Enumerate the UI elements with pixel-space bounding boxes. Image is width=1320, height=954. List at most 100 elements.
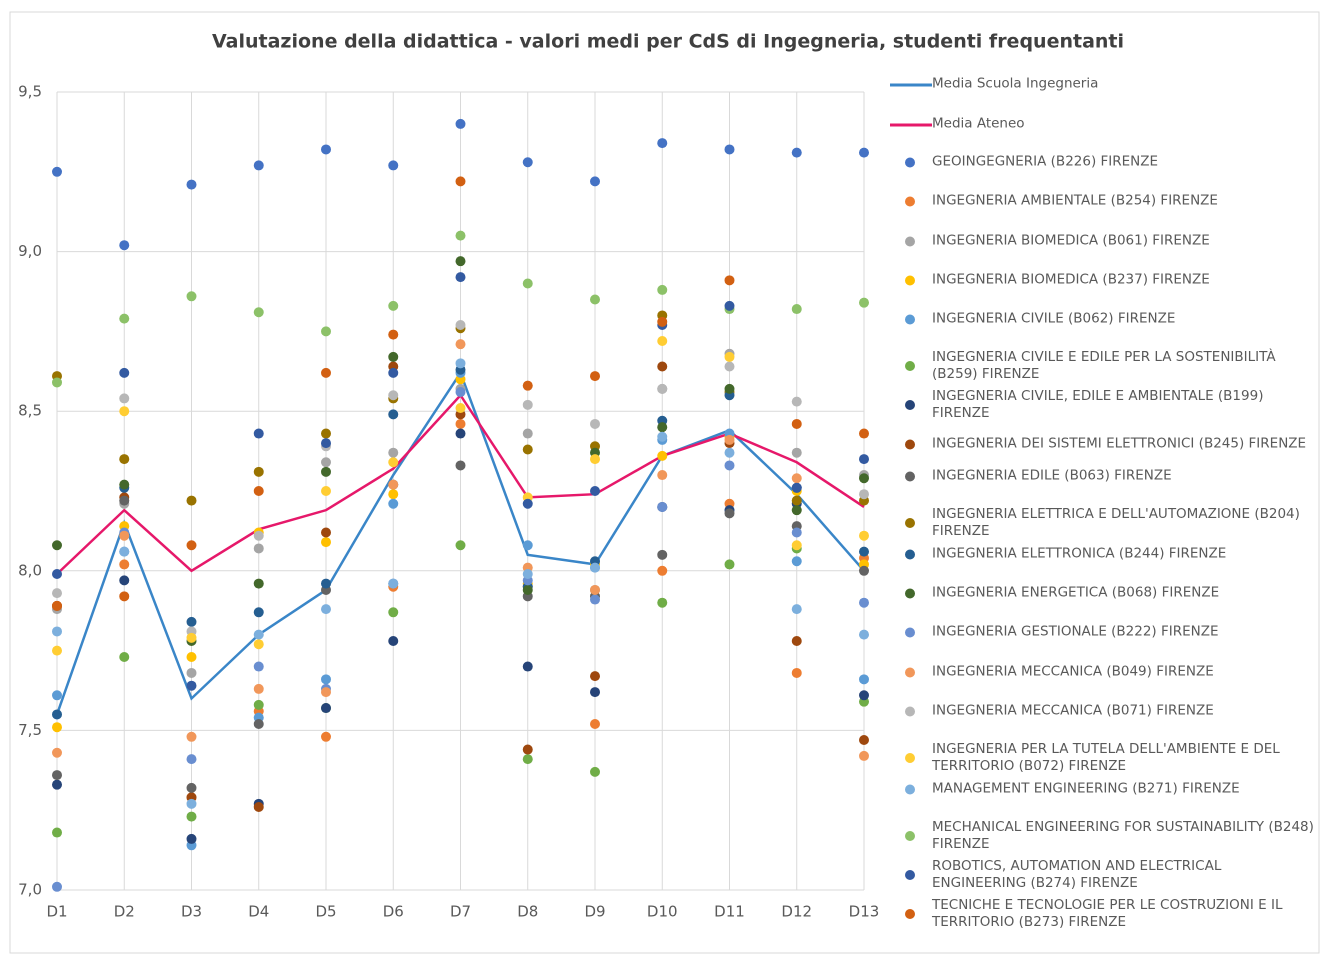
legend-label: INGEGNERIA PER LA TUTELA DELL'AMBIENTE E… bbox=[932, 741, 1280, 774]
scatter-point bbox=[657, 549, 668, 560]
scatter-point bbox=[590, 486, 600, 496]
scatter-point bbox=[388, 479, 399, 490]
legend-item: INGEGNERIA DEI SISTEMI ELETTRONICI (B245… bbox=[888, 436, 1318, 453]
scatter-point bbox=[859, 597, 869, 608]
legend-label: INGEGNERIA DEI SISTEMI ELETTRONICI (B245… bbox=[932, 435, 1307, 452]
legend-marker bbox=[905, 588, 915, 598]
scatter-point bbox=[522, 568, 533, 579]
scatter-point bbox=[859, 750, 869, 761]
scatter-point bbox=[859, 147, 869, 158]
legend-symbol bbox=[888, 234, 932, 248]
scatter-point bbox=[52, 770, 62, 781]
scatter-point bbox=[859, 454, 869, 465]
legend-label: MANAGEMENT ENGINEERING (B271) FIRENZE bbox=[932, 780, 1240, 797]
scatter-point bbox=[321, 674, 331, 685]
scatter-point bbox=[724, 460, 735, 471]
legend-label: Media Ateneo bbox=[932, 115, 1025, 132]
scatter-point bbox=[388, 329, 399, 340]
scatter-point bbox=[321, 703, 331, 714]
scatter-point bbox=[859, 690, 869, 701]
legend-marker bbox=[905, 518, 915, 528]
scatter-point bbox=[590, 294, 600, 305]
y-tick-label: 8,5 bbox=[18, 402, 42, 420]
scatter-point bbox=[590, 454, 600, 465]
scatter-point bbox=[253, 639, 264, 650]
scatter-point bbox=[186, 798, 197, 809]
scatter-point bbox=[388, 447, 399, 458]
scatter-point bbox=[52, 377, 62, 388]
scatter-point bbox=[522, 498, 533, 509]
legend-symbol bbox=[888, 751, 932, 765]
scatter-point bbox=[253, 802, 264, 813]
legend-label: INGEGNERIA MECCANICA (B071) FIRENZE bbox=[932, 702, 1214, 719]
scatter-point bbox=[724, 383, 735, 394]
scatter-point bbox=[724, 361, 735, 372]
scatter-point bbox=[253, 486, 264, 496]
scatter-point bbox=[321, 144, 331, 155]
scatter-point bbox=[522, 744, 533, 755]
legend-symbol bbox=[888, 469, 932, 483]
scatter-point bbox=[388, 607, 399, 618]
legend-item: INGEGNERIA ENERGETICA (B068) FIRENZE bbox=[888, 585, 1318, 602]
scatter-point bbox=[657, 597, 668, 608]
scatter-point bbox=[657, 431, 668, 442]
legend-marker bbox=[890, 123, 932, 126]
scatter-point bbox=[590, 584, 600, 595]
scatter-point bbox=[791, 495, 802, 506]
legend-marker bbox=[905, 627, 915, 637]
legend-item: INGEGNERIA ELETTRONICA (B244) FIRENZE bbox=[888, 546, 1318, 563]
legend-item: INGEGNERIA BIOMEDICA (B061) FIRENZE bbox=[888, 233, 1318, 250]
scatter-point bbox=[724, 300, 735, 311]
legend: Media Scuola Ingegneria Media Ateneo GEOIN… bbox=[888, 0, 1320, 954]
scatter-point bbox=[791, 482, 802, 493]
scatter-point bbox=[657, 422, 668, 433]
scatter-point bbox=[253, 683, 264, 694]
scatter-point bbox=[859, 473, 869, 484]
scatter-point bbox=[388, 498, 399, 509]
scatter-point bbox=[859, 546, 869, 557]
scatter-point bbox=[455, 540, 466, 551]
x-tick-label: D4 bbox=[248, 903, 269, 921]
legend-symbol bbox=[888, 829, 932, 843]
scatter-point bbox=[253, 307, 264, 318]
scatter-point bbox=[859, 674, 869, 685]
scatter-point bbox=[791, 147, 802, 158]
legend-label: GEOINGEGNERIA (B226) FIRENZE bbox=[932, 153, 1159, 170]
legend-marker bbox=[905, 831, 915, 841]
legend-item: INGEGNERIA MECCANICA (B071) FIRENZE bbox=[888, 703, 1318, 720]
legend-label: INGEGNERIA ELETTRICA E DELL'AUTOMAZIONE … bbox=[932, 506, 1300, 539]
scatter-point bbox=[859, 629, 869, 640]
legend-item: INGEGNERIA GESTIONALE (B222) FIRENZE bbox=[888, 624, 1318, 641]
scatter-point bbox=[119, 240, 130, 251]
legend-item: GEOINGEGNERIA (B226) FIRENZE bbox=[888, 154, 1318, 171]
legend-label: INGEGNERIA EDILE (B063) FIRENZE bbox=[932, 467, 1172, 484]
scatter-point bbox=[321, 367, 331, 378]
legend-item: INGEGNERIA AMBIENTALE (B254) FIRENZE bbox=[888, 193, 1318, 210]
scatter-point bbox=[186, 651, 197, 662]
legend-symbol bbox=[888, 398, 932, 412]
legend-item: TECNICHE E TECNOLOGIE PER LE COSTRUZIONI… bbox=[888, 897, 1318, 931]
scatter-point bbox=[657, 138, 668, 149]
scatter-point bbox=[590, 687, 600, 698]
legend-item: INGEGNERIA CIVILE E EDILE PER LA SOSTENI… bbox=[888, 349, 1318, 383]
scatter-point bbox=[791, 527, 802, 538]
scatter-point bbox=[186, 495, 197, 506]
scatter-point bbox=[522, 444, 533, 455]
scatter-point bbox=[186, 540, 197, 551]
scatter-point bbox=[321, 326, 331, 337]
scatter-point bbox=[455, 118, 466, 129]
scatter-point bbox=[859, 734, 869, 745]
scatter-point bbox=[186, 833, 197, 844]
legend-item: INGEGNERIA BIOMEDICA (B237) FIRENZE bbox=[888, 272, 1318, 289]
x-tick-label: D1 bbox=[46, 903, 67, 921]
scatter-point bbox=[321, 428, 331, 439]
scatter-point bbox=[253, 699, 264, 710]
scatter-point bbox=[119, 406, 130, 417]
legend-symbol bbox=[888, 273, 932, 287]
legend-symbol bbox=[888, 586, 932, 600]
legend-symbol bbox=[888, 155, 932, 169]
scatter-point bbox=[388, 300, 399, 311]
scatter-point bbox=[791, 304, 802, 315]
legend-label: ROBOTICS, AUTOMATION AND ELECTRICAL ENGI… bbox=[932, 858, 1222, 891]
scatter-point bbox=[52, 690, 62, 701]
